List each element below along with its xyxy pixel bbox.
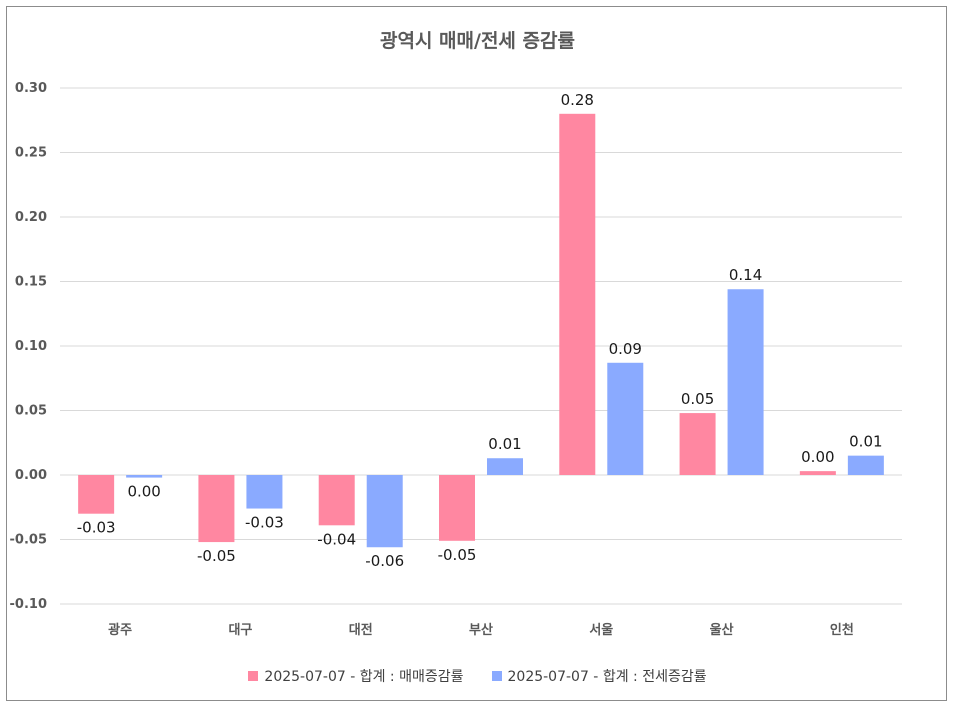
legend-swatch-sales [248, 671, 259, 681]
legend-item-jeonse: 2025-07-07 - 합계 : 전세증감률 [491, 666, 707, 686]
bar-sales [318, 475, 355, 526]
y-tick-label: 0.00 [15, 468, 47, 483]
x-tick-label: 울산 [710, 622, 734, 638]
data-label: -0.06 [365, 552, 404, 570]
bar-jeonse [126, 475, 163, 478]
x-tick-label: 인천 [830, 622, 854, 638]
legend-item-sales: 2025-07-07 - 합계 : 매매증감률 [248, 666, 464, 686]
data-label: 0.09 [609, 340, 642, 358]
y-tick-label: -0.05 [10, 533, 47, 548]
data-label: 0.28 [561, 91, 594, 109]
data-label: -0.05 [197, 547, 236, 565]
x-tick-label: 부산 [469, 622, 493, 638]
bar-sales [679, 413, 716, 475]
bar-jeonse [727, 289, 764, 475]
y-tick-label: 0.10 [15, 339, 47, 354]
bar-sales [198, 475, 235, 543]
bar-jeonse [366, 475, 403, 548]
y-tick-label: 0.25 [15, 146, 47, 161]
y-tick-label: 0.05 [15, 404, 47, 419]
bar-sales [78, 475, 115, 514]
bar-jeonse [487, 458, 523, 475]
data-label: 0.00 [801, 448, 834, 466]
data-label: 0.14 [729, 266, 762, 284]
y-tick-label: 0.15 [15, 275, 47, 290]
x-tick-label: 광주 [108, 623, 132, 638]
legend-swatch-jeonse [491, 671, 502, 681]
bar-jeonse [847, 455, 884, 475]
legend: 2025-07-07 - 합계 : 매매증감률 2025-07-07 - 합계 … [0, 666, 955, 686]
x-tick-label: 대전 [349, 622, 373, 638]
bar-sales [559, 113, 596, 476]
bar-sales [439, 475, 475, 541]
data-label: 0.01 [488, 435, 521, 453]
data-label: 0.00 [127, 483, 160, 501]
bar-jeonse [607, 362, 644, 475]
legend-label-sales: 2025-07-07 - 합계 : 매매증감률 [264, 669, 464, 685]
y-tick-label: 0.30 [15, 81, 47, 96]
chart-frame [6, 6, 947, 701]
data-label: -0.04 [317, 530, 356, 548]
y-tick-label: -0.10 [10, 597, 47, 612]
data-label: 0.05 [681, 390, 714, 408]
y-tick-label: 0.20 [15, 210, 47, 225]
bar-sales [799, 471, 836, 475]
bar-jeonse [246, 475, 283, 509]
data-label: -0.05 [438, 546, 477, 564]
data-label: 0.01 [849, 433, 882, 451]
data-label: -0.03 [245, 514, 284, 532]
legend-label-jeonse: 2025-07-07 - 합계 : 전세증감률 [507, 669, 707, 685]
chart-title: 광역시 매매/전세 증감률 [380, 30, 575, 52]
x-tick-label: 대구 [228, 623, 252, 638]
x-tick-label: 서울 [589, 622, 613, 638]
data-label: -0.03 [77, 519, 116, 537]
